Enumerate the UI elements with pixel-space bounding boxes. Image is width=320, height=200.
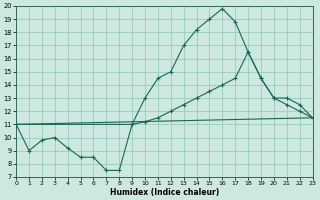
X-axis label: Humidex (Indice chaleur): Humidex (Indice chaleur) (110, 188, 219, 197)
